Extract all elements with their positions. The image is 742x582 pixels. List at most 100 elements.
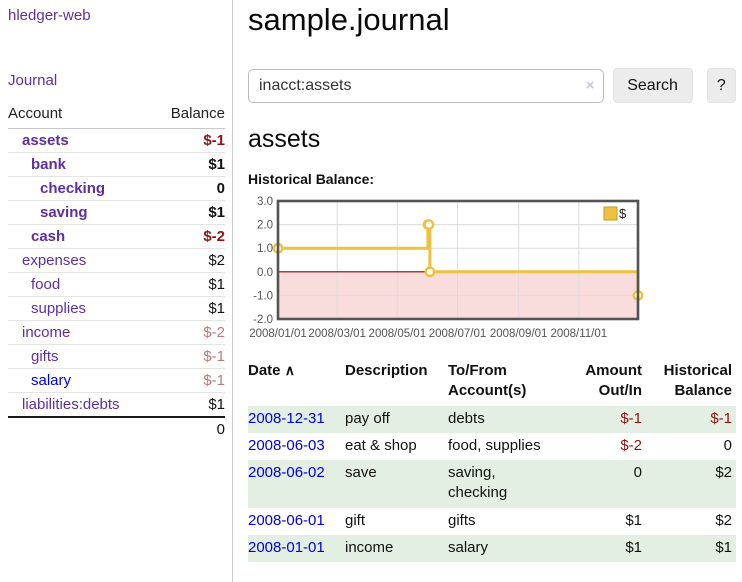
- account-balance: $-2: [154, 320, 225, 345]
- svg-text:2008/09/01: 2008/09/01: [490, 328, 548, 340]
- transaction-balance: $2: [715, 511, 732, 529]
- sidebar-item-journal[interactable]: Journal: [8, 72, 58, 89]
- transaction-amount: 0: [633, 464, 642, 481]
- transaction-amount: $-1: [620, 409, 642, 427]
- account-row: saving $1: [8, 200, 225, 225]
- transaction-amount: $1: [625, 511, 642, 529]
- account-row: assets $-1: [8, 128, 225, 153]
- transaction-accounts: debts: [448, 409, 485, 427]
- transaction-accounts: gifts: [448, 511, 476, 529]
- account-link-expenses[interactable]: expenses: [22, 252, 87, 269]
- sort-ascending-icon: ∧: [284, 362, 295, 378]
- account-balance: $1: [154, 392, 225, 418]
- svg-text:3.0: 3.0: [257, 196, 273, 208]
- accounts-total-value: 0: [154, 416, 225, 441]
- transaction-description: eat & shop: [345, 436, 417, 454]
- account-heading: assets: [248, 125, 321, 153]
- register-header-description: Description: [345, 362, 428, 379]
- account-row: bank $1: [8, 152, 225, 177]
- svg-text:2008/11/01: 2008/11/01: [550, 328, 607, 340]
- account-link-gifts[interactable]: gifts: [31, 348, 59, 365]
- account-row: income $-2: [8, 320, 225, 345]
- account-balance: $1: [154, 200, 225, 225]
- transaction-balance: $1: [715, 538, 732, 556]
- main-content: sample.journal × Search ? assets Histori…: [248, 0, 736, 562]
- register-header-row: Date ∧ Description To/From Account(s) Am…: [248, 359, 736, 406]
- register-header-accounts: To/From Account(s): [448, 362, 527, 400]
- transaction-balance: $-1: [710, 409, 732, 427]
- accounts-total-row: 0: [8, 416, 225, 441]
- help-button[interactable]: ?: [706, 68, 736, 103]
- register-row: 2008-06-03 eat & shop food, supplies $-2…: [248, 433, 736, 460]
- account-balance: $-1: [154, 128, 225, 153]
- register-header-balance: Historical Balance: [663, 362, 732, 400]
- chart-svg: $3.0 2.0 1.0 0.0 -1.0 -2.0 2008/01/01 2008/03/0…: [249, 196, 644, 340]
- search-form: × Search ?: [248, 68, 736, 103]
- account-row: salary $-1: [8, 368, 225, 393]
- account-balance: $1: [154, 272, 225, 297]
- svg-text:2008/05/01: 2008/05/01: [369, 328, 427, 340]
- account-balance: $1: [154, 296, 225, 321]
- svg-text:2008/03/01: 2008/03/01: [308, 328, 366, 340]
- register-row: 2008-01-01 income salary $1 $1: [248, 534, 736, 562]
- search-input-wrap: ×: [248, 68, 604, 103]
- account-row: food $1: [8, 272, 225, 297]
- accounts-header-balance: Balance: [154, 101, 225, 129]
- chart-label: Historical Balance:: [248, 171, 375, 187]
- register-header-date[interactable]: Date ∧: [248, 359, 345, 406]
- historical-balance-chart: $3.0 2.0 1.0 0.0 -1.0 -2.0 2008/01/01 2008/03/0…: [248, 196, 648, 346]
- svg-text:1.0: 1.0: [257, 243, 273, 255]
- transaction-date-link[interactable]: 2008-12-31: [248, 409, 325, 427]
- account-balance: 0: [154, 176, 225, 201]
- transaction-balance: 0: [723, 436, 732, 454]
- brand-link[interactable]: hledger-web: [8, 7, 91, 24]
- account-row: checking 0: [8, 176, 225, 201]
- account-row: liabilities:debts $1: [8, 392, 225, 418]
- account-link-checking[interactable]: checking: [40, 180, 106, 197]
- account-balance: $-1: [154, 344, 225, 369]
- account-balance: $2: [154, 248, 225, 273]
- transaction-amount: $1: [625, 538, 642, 556]
- account-row: supplies $1: [8, 296, 225, 321]
- svg-text:2008/07/01: 2008/07/01: [429, 328, 487, 340]
- account-row: cash $-2: [8, 224, 225, 249]
- clear-search-icon[interactable]: ×: [585, 76, 595, 94]
- svg-text:2.0: 2.0: [257, 220, 273, 232]
- svg-text:-1.0: -1.0: [253, 290, 273, 302]
- legend-swatch: [603, 206, 618, 221]
- search-button[interactable]: Search: [612, 68, 693, 103]
- account-row: expenses $2: [8, 248, 225, 273]
- svg-text:0.0: 0.0: [257, 267, 273, 279]
- account-balance: $1: [154, 152, 225, 177]
- transaction-balance: $2: [715, 464, 732, 481]
- account-link-food[interactable]: food: [31, 276, 61, 293]
- register-header-amount: Amount Out/In: [585, 362, 642, 400]
- account-row: gifts $-1: [8, 344, 225, 369]
- register-row: 2008-06-01 gift gifts $1 $2: [248, 508, 736, 535]
- date-header-label: Date: [248, 362, 281, 379]
- account-link-income[interactable]: income: [22, 324, 71, 341]
- transaction-description: save: [345, 464, 377, 481]
- account-link-assets[interactable]: assets: [22, 132, 69, 149]
- transaction-date-link[interactable]: 2008-06-01: [248, 511, 325, 529]
- account-link-salary[interactable]: salary: [31, 372, 72, 389]
- transaction-amount: $-2: [620, 436, 642, 454]
- account-link-liabilities-debts[interactable]: liabilities:debts: [22, 396, 120, 413]
- account-link-cash[interactable]: cash: [31, 228, 66, 245]
- search-input[interactable]: [248, 68, 604, 103]
- account-link-saving[interactable]: saving: [40, 204, 88, 221]
- transaction-accounts: food, supplies: [448, 436, 541, 454]
- account-link-bank[interactable]: bank: [31, 156, 67, 173]
- transaction-date-link[interactable]: 2008-06-03: [248, 436, 325, 454]
- page-title: sample.journal: [248, 2, 450, 37]
- register-row: 2008-12-31 pay off debts $-1 $-1: [248, 405, 736, 433]
- accounts-header-row: Account Balance: [8, 101, 225, 129]
- transaction-date-link[interactable]: 2008-06-02: [248, 464, 325, 481]
- account-link-supplies[interactable]: supplies: [31, 300, 87, 317]
- svg-text:-2.0: -2.0: [253, 314, 273, 326]
- transaction-date-link[interactable]: 2008-01-01: [248, 538, 325, 556]
- account-balance: $-2: [154, 224, 225, 249]
- transaction-description: income: [345, 538, 394, 556]
- register-row: 2008-06-02 save saving, checking 0 $2: [248, 460, 736, 508]
- transaction-description: pay off: [345, 409, 390, 427]
